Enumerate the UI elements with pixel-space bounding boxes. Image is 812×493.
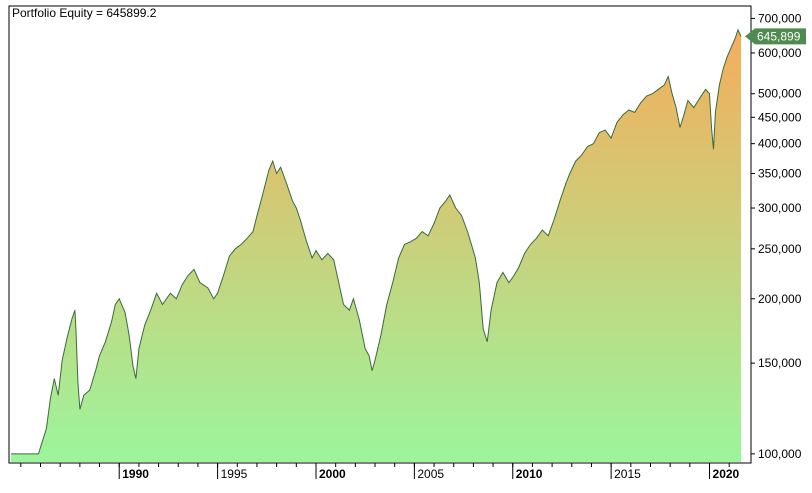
x-tick-label: 2020 bbox=[713, 467, 740, 481]
y-tick-label: 600,000 bbox=[758, 46, 802, 60]
y-tick-label: 250,000 bbox=[758, 242, 802, 256]
y-tick-label: 700,000 bbox=[758, 11, 802, 25]
last-value-marker-shape bbox=[745, 28, 806, 45]
y-tick-label: 200,000 bbox=[758, 292, 802, 306]
y-tick-label: 450,000 bbox=[758, 110, 802, 124]
last-value-label: 645,899 bbox=[757, 29, 801, 43]
chart-title: Portfolio Equity = 645899.2 bbox=[12, 6, 157, 20]
x-tick-label: 2000 bbox=[319, 467, 346, 481]
y-tick-label: 100,000 bbox=[758, 447, 802, 461]
y-tick-label: 500,000 bbox=[758, 87, 802, 101]
x-axis-ticks: 1990 1995 2000 2005 2010 2015 2020 bbox=[20, 463, 740, 481]
y-axis-ticks: 700,000 600,000 500,000 450,000 400,000 350,0… bbox=[751, 11, 802, 461]
x-tick-label: 2015 bbox=[614, 467, 641, 481]
equity-line bbox=[11, 28, 742, 455]
x-tick-label: 1995 bbox=[221, 467, 248, 481]
equity-area bbox=[11, 29, 741, 463]
y-tick-label: 350,000 bbox=[758, 167, 802, 181]
x-tick-label: 1990 bbox=[122, 467, 149, 481]
x-tick-label: 2010 bbox=[516, 467, 543, 481]
y-tick-label: 400,000 bbox=[758, 137, 802, 151]
last-value-marker: 645,899 bbox=[745, 28, 806, 45]
y-tick-label: 150,000 bbox=[758, 356, 802, 370]
y-tick-label: 300,000 bbox=[758, 201, 802, 215]
x-tick-label: 2005 bbox=[417, 467, 444, 481]
